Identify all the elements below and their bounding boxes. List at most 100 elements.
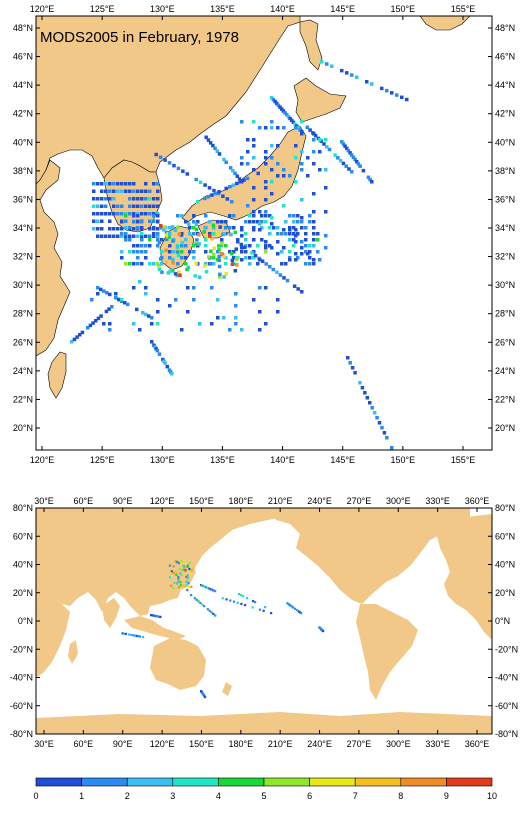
observation-cell — [224, 186, 228, 191]
observation-cell — [184, 220, 188, 224]
observation-cell — [156, 262, 160, 266]
observation-cell — [132, 250, 136, 254]
observation-cell — [136, 214, 140, 218]
observation-cell — [148, 219, 152, 223]
observation-cell — [280, 250, 284, 254]
observation-cell — [138, 280, 142, 284]
observation-cell — [264, 198, 268, 202]
observation-cell — [217, 190, 221, 194]
lon-tick-label: 30°E — [34, 496, 54, 506]
observation-cell — [248, 256, 252, 260]
observation-cell — [244, 250, 248, 254]
observation-cell — [300, 220, 304, 224]
observation-cell — [96, 234, 100, 238]
lat-tick-label: 36°N — [495, 194, 515, 204]
lat-tick-label: 20°N — [13, 423, 33, 433]
observation-cell — [281, 109, 286, 113]
observation-cell — [211, 143, 215, 148]
china-coast — [36, 159, 71, 357]
colorbar-label: 0 — [33, 791, 38, 801]
observation-cell — [128, 226, 132, 230]
observation-cell — [264, 214, 268, 218]
observation-cell — [372, 411, 377, 415]
colorbar-swatch — [446, 777, 493, 787]
indonesia — [124, 616, 186, 640]
observation-cell — [152, 226, 156, 230]
observation-cell — [300, 216, 304, 220]
observation-cell — [156, 220, 160, 224]
observation-cell — [252, 120, 256, 124]
observation-cell — [294, 126, 298, 130]
observation-cell — [300, 150, 304, 154]
observation-cell — [370, 406, 374, 410]
observation-cell — [171, 239, 175, 243]
observation-cell — [148, 238, 152, 242]
observation-cell — [351, 155, 356, 160]
observation-cell — [123, 632, 126, 635]
observation-cell — [220, 244, 224, 248]
observation-cell — [240, 328, 244, 332]
observation-cell — [228, 166, 233, 170]
observation-cell — [131, 634, 134, 637]
africa — [36, 574, 70, 678]
observation-cell — [144, 286, 148, 290]
lon-tick-label: 145°E — [330, 455, 355, 465]
colorbar-swatch — [81, 777, 128, 787]
observation-cell — [156, 204, 160, 208]
observation-cell — [190, 569, 193, 572]
observation-cell — [234, 322, 238, 326]
observation-cell — [177, 232, 182, 236]
lat-tick-label: 44°N — [495, 80, 515, 90]
global-observations — [121, 560, 325, 699]
observation-cell — [134, 634, 137, 637]
observation-cell — [192, 250, 196, 254]
lat-tick-label: 26°N — [13, 337, 33, 347]
observation-cell — [136, 244, 140, 248]
observation-cell — [218, 225, 222, 229]
observation-cell — [366, 175, 371, 180]
observation-cell — [276, 240, 280, 244]
lat-tick-label: 42°N — [495, 109, 515, 119]
lat-tick-label: -80°N — [10, 729, 33, 739]
observation-cell — [300, 252, 304, 256]
observation-cell — [204, 262, 208, 266]
observation-cell — [156, 244, 160, 248]
observation-cell — [100, 212, 104, 216]
observation-cell — [312, 150, 316, 154]
observation-cell — [286, 114, 291, 119]
observation-cell — [231, 168, 235, 173]
observation-cell — [288, 174, 292, 178]
observation-cell — [124, 214, 128, 218]
observation-cell — [344, 164, 348, 168]
observation-cell — [282, 174, 286, 178]
observation-cell — [296, 232, 300, 236]
observation-cell — [300, 198, 304, 202]
regional-lat-ticks-left: 48°N 46°N 44°N 42°N 40°N 38°N 36°N 34°N 32°N 30°N… — [13, 23, 40, 433]
observation-cell — [312, 238, 316, 242]
observation-cell — [135, 307, 139, 312]
observation-cell — [284, 232, 288, 236]
observation-cell — [179, 584, 182, 587]
map-title: MODS2005 in February, 1978 — [40, 29, 239, 46]
observation-cell — [175, 245, 180, 249]
observation-cell — [361, 168, 366, 173]
observation-cell — [270, 192, 274, 196]
observation-cell — [228, 185, 232, 189]
observation-cell — [292, 226, 296, 230]
observation-cell — [284, 220, 288, 224]
lon-tick-label: 300°E — [386, 496, 411, 506]
observation-cell — [108, 234, 112, 238]
lat-tick-label: 24°N — [13, 366, 33, 376]
observation-cell — [160, 270, 164, 274]
observation-cell — [294, 144, 298, 148]
observation-cell — [276, 232, 280, 236]
observation-cell — [120, 234, 124, 238]
lat-tick-label: 34°N — [13, 223, 33, 233]
observation-cell — [140, 204, 144, 208]
observation-cell — [264, 156, 268, 160]
observation-cell — [210, 237, 214, 241]
observation-cell — [353, 157, 357, 162]
lat-tick-label: 34°N — [495, 223, 515, 233]
observation-cell — [345, 71, 349, 75]
colorbar-swatch — [126, 777, 174, 787]
